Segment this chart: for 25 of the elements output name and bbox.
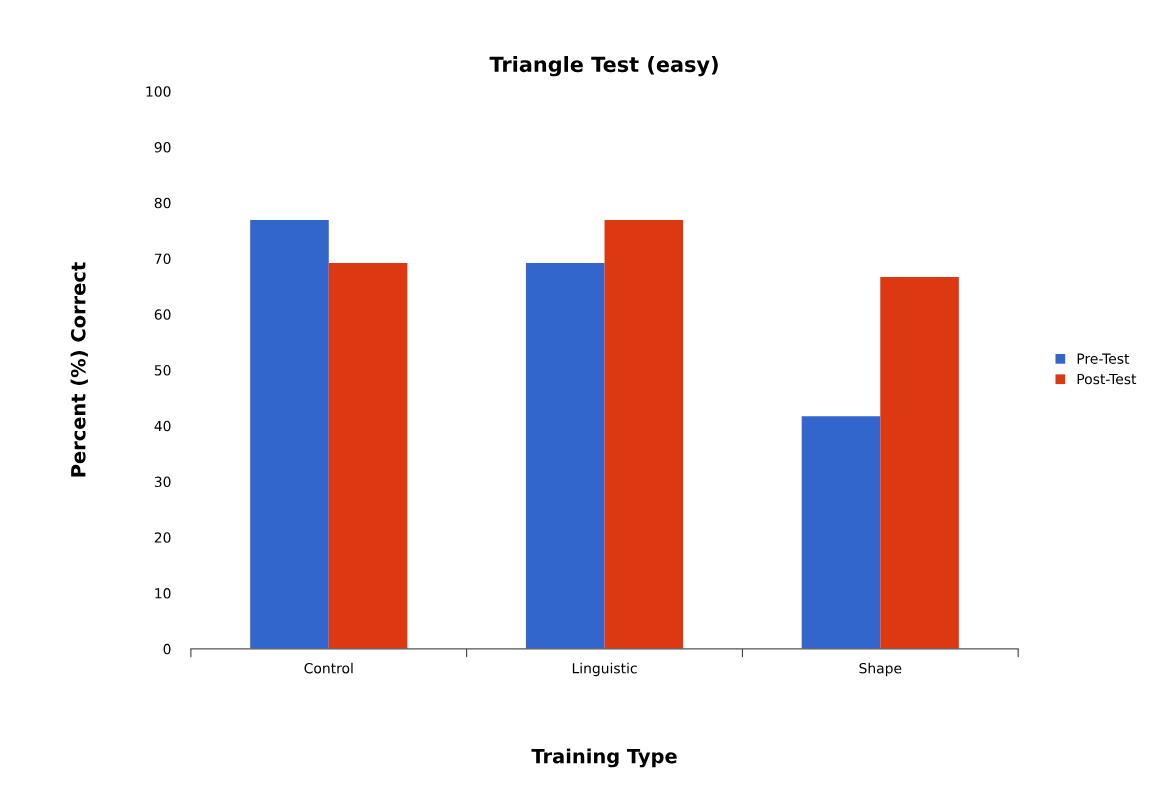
y-tick-label: 70 bbox=[154, 253, 171, 265]
legend-label: Post-Test bbox=[1077, 373, 1137, 385]
y-tick-label: 40 bbox=[154, 420, 171, 432]
y-tick-label: 0 bbox=[163, 643, 171, 655]
x-axis-title: Training Type bbox=[531, 748, 677, 768]
y-tick-label: 100 bbox=[146, 86, 171, 97]
x-tick-label: Shape bbox=[859, 662, 902, 677]
y-tick-label: 20 bbox=[154, 532, 171, 543]
bar bbox=[250, 220, 329, 649]
bar bbox=[604, 220, 684, 649]
legend-label: Pre-Test bbox=[1077, 353, 1130, 364]
y-tick-label: 30 bbox=[154, 476, 171, 488]
y-tick-label: 90 bbox=[154, 142, 171, 153]
y-tick-label: 80 bbox=[154, 197, 171, 209]
y-axis-title: Percent (%) Correct bbox=[70, 262, 88, 477]
chart-title: Triangle Test (easy) bbox=[489, 56, 718, 77]
bar bbox=[880, 276, 959, 649]
y-tick-label: 60 bbox=[154, 309, 171, 320]
bar bbox=[328, 263, 408, 649]
y-tick-label: 50 bbox=[154, 365, 171, 376]
bar bbox=[525, 263, 605, 649]
x-tick-label: Linguistic bbox=[572, 662, 637, 677]
bar bbox=[801, 416, 881, 649]
x-tick-label: Control bbox=[304, 662, 353, 674]
y-tick-label: 10 bbox=[155, 588, 171, 599]
